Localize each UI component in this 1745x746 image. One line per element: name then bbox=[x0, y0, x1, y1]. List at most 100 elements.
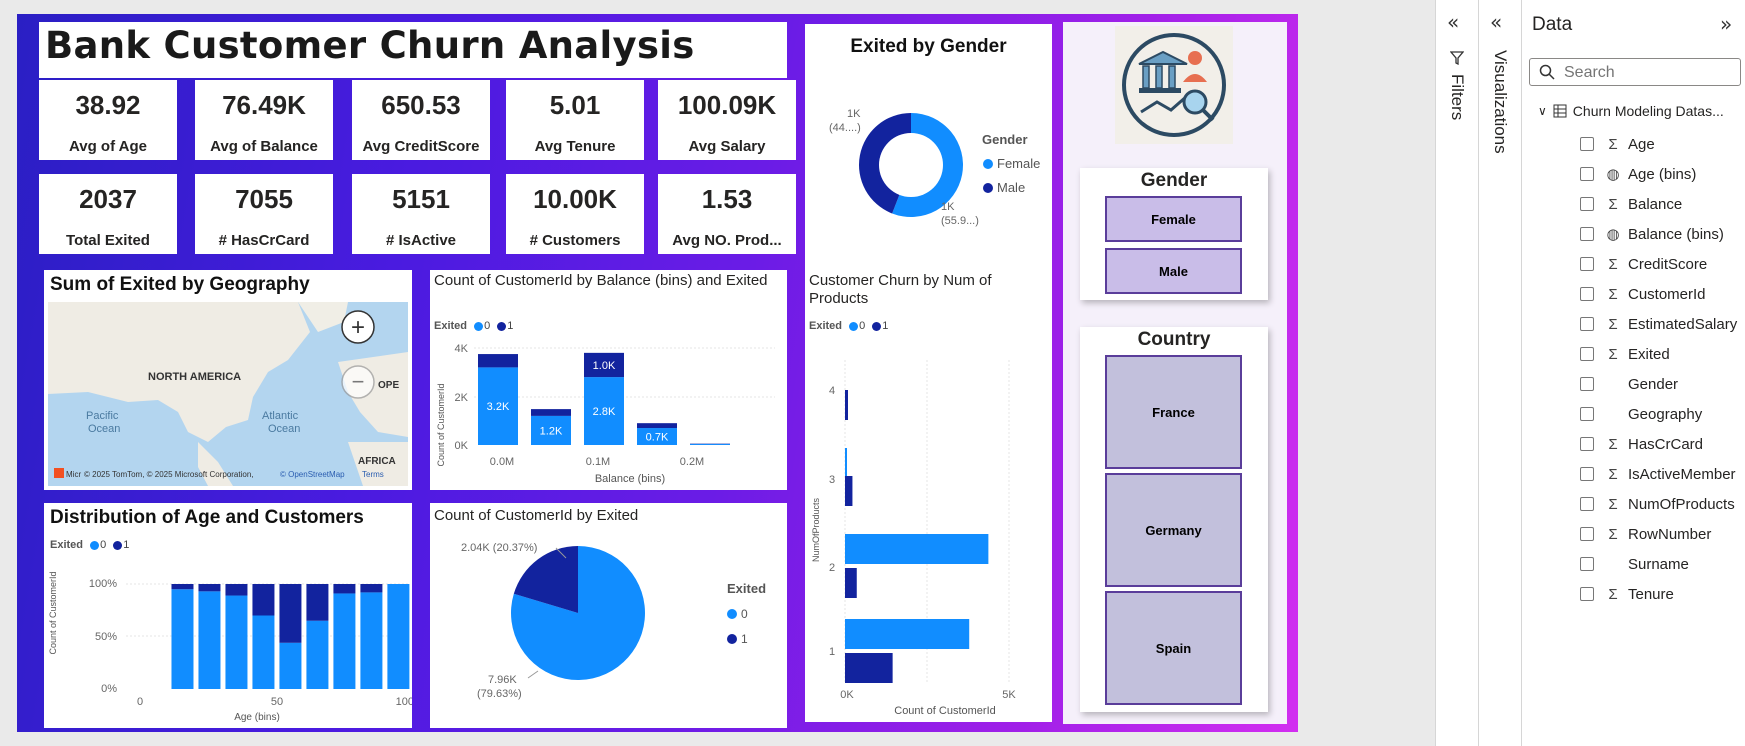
kpi-card-customers[interactable]: 10.00K # Customers bbox=[506, 174, 644, 254]
expand-visualizations-chevron-icon[interactable]: « bbox=[1490, 10, 1503, 34]
field-checkbox[interactable] bbox=[1580, 197, 1594, 211]
field-item[interactable]: Σ NumOfProducts bbox=[1580, 492, 1735, 516]
field-checkbox[interactable] bbox=[1580, 587, 1594, 601]
legend-label-1[interactable]: 1 bbox=[741, 632, 748, 646]
field-item[interactable]: Σ Age bbox=[1580, 132, 1655, 156]
report-title-card[interactable]: Bank Customer Churn Analysis bbox=[39, 22, 787, 78]
slicer-item-france[interactable]: France bbox=[1105, 355, 1242, 469]
field-item[interactable]: ◍ Balance (bins) bbox=[1580, 222, 1724, 246]
filters-pane[interactable]: « Filters bbox=[1435, 0, 1478, 746]
legend-label-0[interactable]: 0 bbox=[484, 320, 491, 332]
bar-exited-1[interactable] bbox=[637, 423, 677, 429]
field-checkbox[interactable] bbox=[1580, 467, 1594, 481]
kpi-card-avg-age[interactable]: 38.92 Avg of Age bbox=[39, 80, 177, 160]
bar-exited-0[interactable] bbox=[252, 615, 275, 690]
slicer-item-spain[interactable]: Spain bbox=[1105, 591, 1242, 705]
map-zoom-out-button[interactable] bbox=[341, 365, 375, 399]
field-checkbox[interactable] bbox=[1580, 347, 1594, 361]
field-checkbox[interactable] bbox=[1580, 227, 1594, 241]
field-item[interactable]: Geography bbox=[1580, 402, 1702, 426]
map-canvas[interactable]: NORTH AMERICA Pacific Ocean Atlantic Oce… bbox=[48, 302, 408, 486]
bar-exited-0[interactable] bbox=[279, 642, 302, 689]
kpi-card-avg-tenure[interactable]: 5.01 Avg Tenure bbox=[506, 80, 644, 160]
bar-exited-1[interactable] bbox=[478, 354, 518, 368]
bar-exited-1[interactable] bbox=[171, 584, 194, 590]
bar-exited-0[interactable] bbox=[690, 444, 730, 445]
bar-exited-1[interactable] bbox=[198, 584, 221, 592]
bar-exited-0[interactable] bbox=[198, 591, 221, 689]
map-visual[interactable]: Sum of Exited by Geography NORTH AMERICA… bbox=[44, 270, 412, 490]
bar-exited-1[interactable] bbox=[584, 352, 624, 378]
bar-exited-0[interactable] bbox=[333, 593, 356, 689]
field-item[interactable]: Σ Exited bbox=[1580, 342, 1670, 366]
field-item[interactable]: Σ Tenure bbox=[1580, 582, 1674, 606]
bar-exited-0[interactable] bbox=[360, 592, 383, 689]
visualizations-pane[interactable]: « Visualizations bbox=[1478, 0, 1521, 746]
bar-exited-1[interactable] bbox=[531, 409, 571, 416]
map-terms-link[interactable]: Terms bbox=[362, 470, 384, 479]
field-item[interactable]: Surname bbox=[1580, 552, 1689, 576]
field-checkbox[interactable] bbox=[1580, 287, 1594, 301]
exited-pie-chart-visual[interactable]: Count of CustomerId by Exited 2.04K (20.… bbox=[430, 503, 787, 728]
data-search-input[interactable] bbox=[1562, 62, 1736, 84]
age-distribution-chart-visual[interactable]: Distribution of Age and Customers Exited… bbox=[44, 503, 412, 728]
legend-label-1[interactable]: 1 bbox=[123, 539, 130, 551]
bar-exited-0[interactable] bbox=[584, 377, 624, 445]
field-item[interactable]: Σ Balance bbox=[1580, 192, 1682, 216]
kpi-card-avg-creditscore[interactable]: 650.53 Avg CreditScore bbox=[352, 80, 490, 160]
field-checkbox[interactable] bbox=[1580, 317, 1594, 331]
field-checkbox[interactable] bbox=[1580, 377, 1594, 391]
bar-exited-0[interactable] bbox=[387, 584, 410, 689]
kpi-card-avg-salary[interactable]: 100.09K Avg Salary bbox=[658, 80, 796, 160]
bar-exited-1[interactable] bbox=[845, 653, 893, 683]
pie-slice-exited-1[interactable] bbox=[513, 546, 578, 613]
collapse-data-pane-chevron-icon[interactable]: » bbox=[1720, 12, 1733, 36]
field-item[interactable]: Gender bbox=[1580, 372, 1678, 396]
table-node-churn-modeling[interactable]: ∨ Churn Modeling Datas... bbox=[1538, 103, 1724, 119]
bar-exited-0[interactable] bbox=[225, 595, 248, 689]
bar-exited-1[interactable] bbox=[845, 568, 857, 598]
kpi-card-isactive[interactable]: 5151 # IsActive bbox=[352, 174, 490, 254]
bar-exited-1[interactable] bbox=[225, 584, 248, 596]
bar-exited-0[interactable] bbox=[637, 428, 677, 445]
bar-exited-1[interactable] bbox=[845, 476, 853, 506]
gender-donut-visual[interactable]: Exited by Gender 1K (44....) 1K (55.9...… bbox=[805, 24, 1052, 274]
field-checkbox[interactable] bbox=[1580, 137, 1594, 151]
kpi-card-hascrcard[interactable]: 7055 # HasCrCard bbox=[195, 174, 333, 254]
bar-exited-0[interactable] bbox=[531, 415, 571, 445]
bar-exited-1[interactable] bbox=[333, 584, 356, 594]
field-item[interactable]: Σ IsActiveMember bbox=[1580, 462, 1736, 486]
slicer-item-male[interactable]: Male bbox=[1105, 248, 1242, 294]
field-item[interactable]: Σ RowNumber bbox=[1580, 522, 1711, 546]
bar-exited-1[interactable] bbox=[845, 390, 848, 420]
kpi-card-avg-balance[interactable]: 76.49K Avg of Balance bbox=[195, 80, 333, 160]
bar-exited-1[interactable] bbox=[252, 584, 275, 616]
legend-label-0[interactable]: 0 bbox=[100, 539, 107, 551]
field-checkbox[interactable] bbox=[1580, 557, 1594, 571]
bar-exited-0[interactable] bbox=[845, 534, 989, 564]
field-checkbox[interactable] bbox=[1580, 407, 1594, 421]
field-item[interactable]: Σ HasCrCard bbox=[1580, 432, 1703, 456]
field-item[interactable]: ◍ Age (bins) bbox=[1580, 162, 1696, 186]
slicer-item-germany[interactable]: Germany bbox=[1105, 473, 1242, 587]
field-item[interactable]: Σ CreditScore bbox=[1580, 252, 1707, 276]
legend-label-1[interactable]: 1 bbox=[882, 320, 889, 332]
field-checkbox[interactable] bbox=[1580, 497, 1594, 511]
field-item[interactable]: Σ EstimatedSalary bbox=[1580, 312, 1737, 336]
field-checkbox[interactable] bbox=[1580, 527, 1594, 541]
map-osm-link[interactable]: © OpenStreetMap bbox=[280, 470, 345, 479]
bar-exited-0[interactable] bbox=[845, 619, 970, 649]
products-chart-visual[interactable]: Customer Churn by Num of Products Exited… bbox=[805, 270, 1052, 722]
bar-exited-0[interactable] bbox=[478, 367, 518, 445]
kpi-card-total-exited[interactable]: 2037 Total Exited bbox=[39, 174, 177, 254]
bar-exited-0[interactable] bbox=[306, 620, 329, 689]
field-checkbox[interactable] bbox=[1580, 167, 1594, 181]
slicer-item-female[interactable]: Female bbox=[1105, 196, 1242, 242]
visualizations-pane-label[interactable]: Visualizations bbox=[1491, 50, 1510, 154]
data-search-box[interactable] bbox=[1529, 58, 1741, 86]
legend-label-0[interactable]: 0 bbox=[741, 607, 748, 621]
legend-label-1[interactable]: 1 bbox=[507, 320, 514, 332]
balance-bins-chart-visual[interactable]: Count of CustomerId by Balance (bins) an… bbox=[430, 270, 787, 490]
field-checkbox[interactable] bbox=[1580, 257, 1594, 271]
field-item[interactable]: Σ CustomerId bbox=[1580, 282, 1706, 306]
